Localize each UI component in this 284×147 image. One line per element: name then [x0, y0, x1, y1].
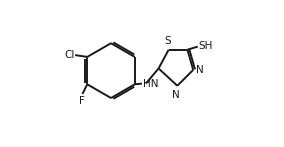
Text: F: F	[80, 96, 85, 106]
Text: Cl: Cl	[64, 50, 74, 60]
Text: N: N	[196, 65, 204, 75]
Text: SH: SH	[198, 41, 213, 51]
Text: HN: HN	[143, 79, 158, 89]
Text: N: N	[172, 90, 180, 100]
Text: S: S	[165, 36, 171, 46]
